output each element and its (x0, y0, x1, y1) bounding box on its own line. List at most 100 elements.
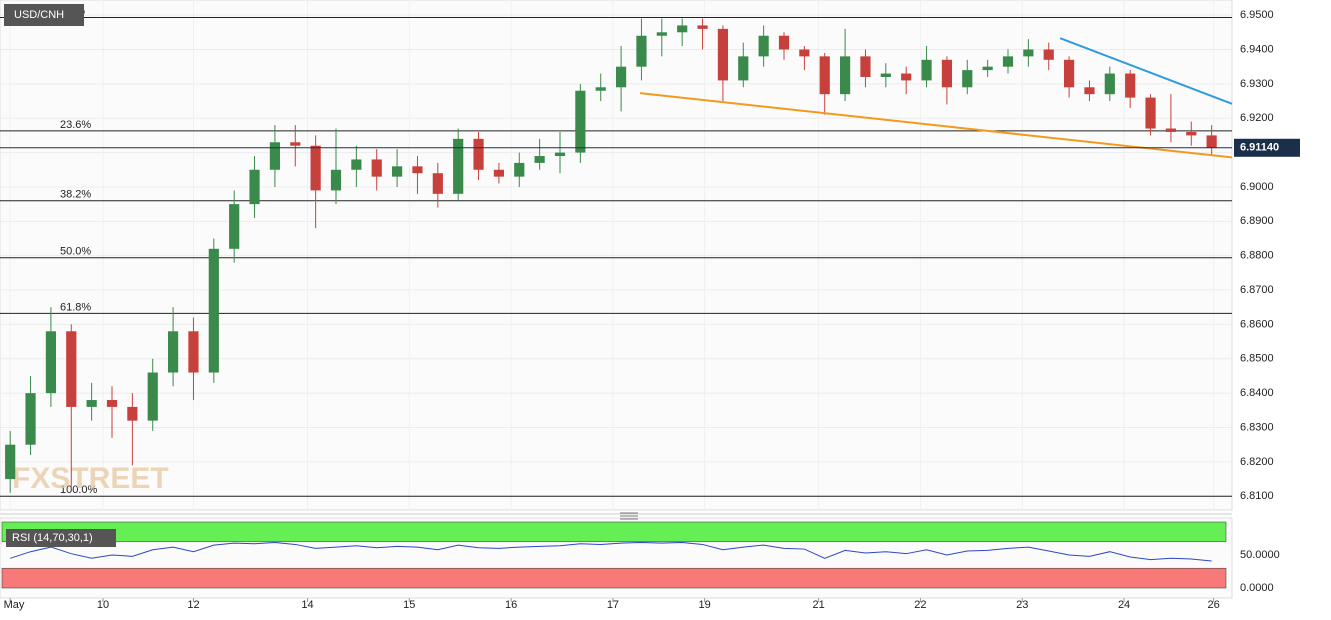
y-tick-label: 6.8600 (1240, 318, 1274, 330)
x-tick-label: 19 (698, 599, 710, 611)
candle-body (371, 159, 382, 177)
candle-body (514, 162, 525, 177)
candle-body (1043, 49, 1054, 60)
candle-body (962, 70, 973, 88)
candle-body (860, 56, 871, 77)
rsi-title: RSI (14,70,30,1) (12, 532, 93, 544)
last-price-box (1234, 138, 1300, 157)
splitter-handle (620, 512, 638, 520)
y-tick-label: 6.8300 (1240, 421, 1274, 433)
candle-body (799, 49, 810, 57)
x-tick-label: 10 (97, 599, 109, 611)
candle-body (595, 87, 606, 91)
candle-body (412, 166, 423, 174)
candle-body (147, 372, 158, 421)
trendline (639, 92, 1233, 159)
y-tick-label: 6.8900 (1240, 215, 1274, 227)
x-tick-label: 17 (607, 599, 619, 611)
candle-body (249, 169, 260, 205)
candle-body (758, 35, 769, 57)
x-tick-label: May (4, 599, 25, 611)
y-tick-label: 6.8700 (1240, 284, 1274, 296)
candle-body (880, 73, 891, 77)
candle-body (45, 331, 56, 394)
fib-label: 23.6% (60, 119, 91, 131)
candle-body (432, 173, 443, 194)
candle-body (554, 152, 566, 157)
title-box (4, 4, 84, 26)
x-tick-label: 21 (812, 599, 824, 611)
candle-body (901, 73, 912, 81)
candle-body (208, 248, 219, 373)
candle-body (310, 145, 321, 191)
rsi-band (1, 567, 1227, 589)
chart-title: USD/CNH (14, 9, 64, 21)
rsi-title-box (6, 529, 116, 547)
candle-body (229, 204, 240, 249)
x-tick-label: 16 (505, 599, 517, 611)
y-tick-label: 6.9400 (1240, 43, 1274, 55)
candle-body (269, 142, 280, 170)
candle-body (738, 56, 749, 81)
candle-body (127, 406, 138, 421)
candle-body (188, 331, 199, 373)
x-tick-label: 15 (403, 599, 415, 611)
candle-body (1104, 73, 1115, 95)
candle-body (778, 35, 790, 50)
candle-body (717, 28, 728, 81)
y-tick-label: 6.9000 (1240, 181, 1274, 193)
candle-body (1145, 97, 1156, 129)
fib-label: 38.2% (60, 189, 91, 201)
candle-body (840, 56, 851, 95)
candle-body (1206, 135, 1217, 148)
rsi-band (1, 521, 1227, 543)
y-tick-label: 50.0000 (1240, 549, 1280, 561)
candle-body (1186, 131, 1197, 136)
x-tick-label: 24 (1118, 599, 1130, 611)
last-price-label: 6.91140 (1240, 142, 1279, 154)
candle-body (330, 169, 342, 191)
layer: 6.8100 6.8200 6.8300 6.8400 6.8500 6.8600 6.87… (0, 0, 1300, 611)
fib-label: 61.8% (60, 301, 91, 313)
candle-body (351, 159, 362, 170)
y-tick-label: 6.8500 (1240, 353, 1274, 365)
fib-label: 100.0% (60, 484, 98, 496)
trendline (1059, 37, 1233, 105)
candle-body (697, 25, 708, 29)
y-tick-label: 6.9200 (1240, 112, 1274, 124)
candle-body (453, 138, 464, 194)
fib-label: 50.0% (60, 246, 91, 258)
candle-body (1084, 87, 1095, 95)
candle-body (25, 393, 36, 445)
candle-body (1125, 73, 1136, 98)
candle-body (86, 400, 97, 407)
candle-body (616, 66, 627, 88)
x-tick-label: 23 (1016, 599, 1028, 611)
candle-body (66, 331, 77, 407)
candle-body (677, 25, 688, 33)
y-tick-label: 6.8100 (1240, 490, 1274, 502)
x-tick-label: 26 (1208, 599, 1220, 611)
x-tick-label: 22 (914, 599, 926, 611)
rsi-line (10, 541, 1212, 562)
candle-body (493, 169, 504, 177)
candle-body (290, 142, 301, 146)
candle-body (1002, 56, 1014, 67)
y-tick-label: 6.8400 (1240, 387, 1274, 399)
candle-body (1064, 59, 1075, 88)
y-tick-label: 6.9300 (1240, 78, 1274, 90)
y-tick-label: 6.9500 (1240, 9, 1274, 21)
watermark: FXSTREET (12, 462, 169, 495)
candle-body (921, 59, 932, 81)
y-tick-label: 6.8200 (1240, 456, 1274, 468)
candle-body (575, 90, 586, 153)
candle-body (982, 66, 993, 71)
y-tick-label: 6.8800 (1240, 250, 1274, 262)
candle-body (819, 56, 830, 95)
candle-body (1023, 49, 1034, 57)
candle-body (5, 444, 16, 480)
candle-body (473, 138, 484, 170)
x-tick-label: 14 (301, 599, 313, 611)
candle-body (636, 35, 647, 67)
